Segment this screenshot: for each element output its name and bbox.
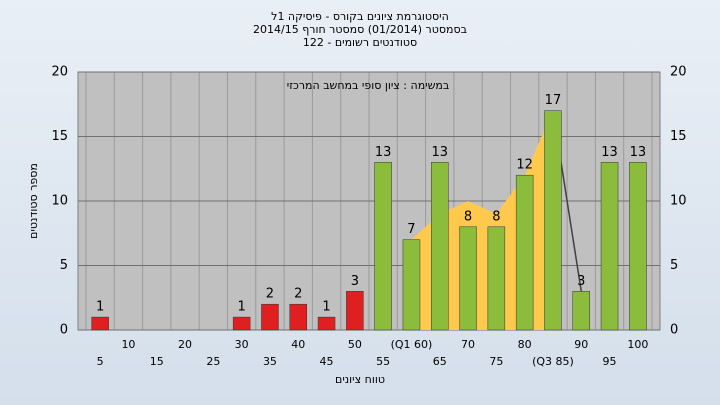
- y2-tick-label: 0: [670, 323, 678, 338]
- chart-title: היסטוגרמת ציונים בקורס - פיסיקה 1ל: [271, 10, 449, 23]
- value-label: 7: [407, 222, 415, 237]
- value-label: 1: [322, 300, 330, 315]
- value-label: 2: [294, 287, 302, 302]
- x-tick-label: 5: [97, 355, 104, 368]
- x-tick-label: 45: [320, 355, 334, 368]
- value-label: 3: [351, 274, 359, 289]
- y2-tick-label: 5: [670, 258, 678, 273]
- value-label: 1: [238, 300, 246, 315]
- x-tick-label: 30: [235, 338, 249, 351]
- bar: [572, 291, 590, 331]
- bar: [289, 303, 307, 331]
- y-tick-label: 20: [51, 65, 68, 80]
- bar: [374, 162, 392, 331]
- bar: [600, 162, 619, 331]
- x-axis-label: טווח ציונים: [335, 373, 385, 386]
- x-tick-label: 10: [121, 338, 135, 351]
- x-tick-label: 95: [603, 355, 617, 368]
- bar: [317, 316, 336, 331]
- chart-subtitle: בסמסטר (01/2014) סמסטר חורף 2014/15: [253, 23, 467, 36]
- x-tick-label: 15: [150, 355, 164, 368]
- y-tick-label: 10: [51, 194, 68, 209]
- value-label: 17: [545, 93, 562, 108]
- value-label: 8: [464, 209, 472, 224]
- value-label: 3: [577, 274, 585, 289]
- y2-tick-label: 20: [670, 65, 687, 80]
- y-axis-label: מספר סטודנטים: [27, 163, 40, 239]
- bar: [515, 174, 534, 331]
- bar: [261, 303, 279, 331]
- chart-subtitle: סטודנטים רשומים - 122: [303, 36, 417, 49]
- x-tick-label: 90: [574, 338, 588, 351]
- bar: [431, 162, 449, 331]
- value-label: 13: [630, 145, 647, 160]
- x-tick-label: 100: [627, 338, 648, 351]
- x-tick-label: 70: [461, 338, 475, 351]
- y-tick-label: 15: [51, 129, 68, 144]
- bar: [91, 316, 109, 331]
- bar: [629, 162, 647, 331]
- x-tick-label: 20: [178, 338, 192, 351]
- x-tick-label: 40: [291, 338, 305, 351]
- value-label: 8: [492, 209, 500, 224]
- x-tick-label: 75: [489, 355, 503, 368]
- y2-tick-label: 15: [670, 129, 687, 144]
- y-tick-label: 0: [60, 323, 68, 338]
- x-tick-label: (Q1 60): [391, 338, 433, 351]
- annotation: במשימה : ציון סופי במחשב המרכזי: [287, 79, 450, 92]
- x-tick-label: 80: [518, 338, 532, 351]
- y-tick-label: 5: [60, 258, 68, 273]
- bar: [544, 110, 562, 331]
- bar: [487, 226, 506, 331]
- value-label: 13: [375, 145, 392, 160]
- x-tick-label: 55: [376, 355, 390, 368]
- value-label: 13: [601, 145, 618, 160]
- x-tick-label: (Q3 85): [532, 355, 574, 368]
- x-tick-label: 25: [206, 355, 220, 368]
- bar: [402, 239, 421, 331]
- bar: [232, 316, 251, 331]
- y2-tick-label: 10: [670, 194, 687, 209]
- value-label: 1: [96, 300, 104, 315]
- x-tick-label: 50: [348, 338, 362, 351]
- value-label: 13: [431, 145, 448, 160]
- bar: [346, 291, 364, 331]
- x-tick-label: 35: [263, 355, 277, 368]
- value-label: 12: [516, 158, 533, 173]
- bar: [459, 226, 477, 331]
- x-tick-label: 65: [433, 355, 447, 368]
- value-label: 2: [266, 287, 274, 302]
